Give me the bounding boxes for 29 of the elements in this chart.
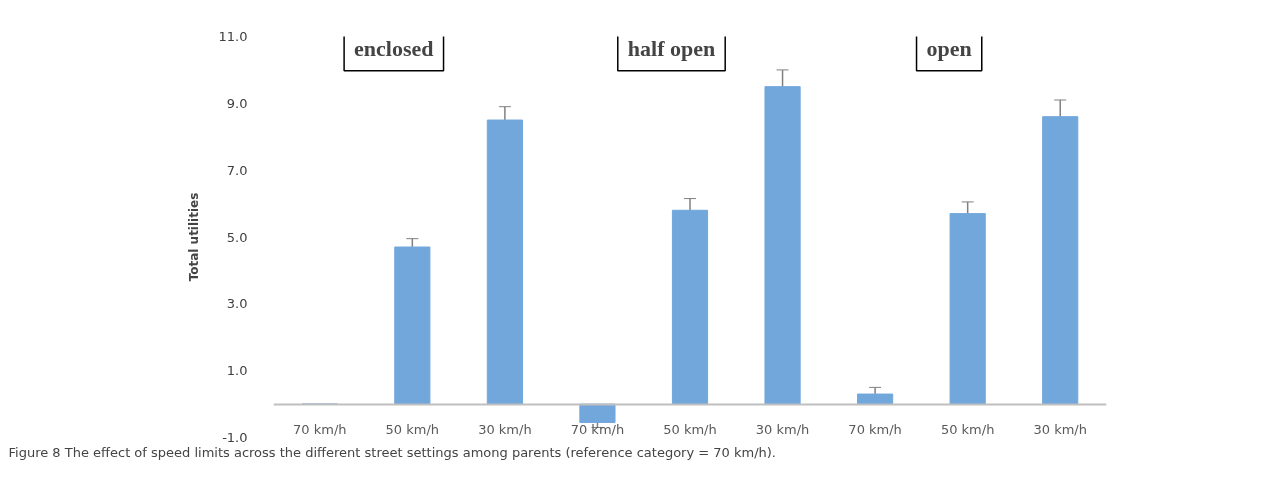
annotation: open [926,35,972,61]
x-tick-label: 70 km/h [293,422,347,438]
y-tick-label: 9.0 [226,95,248,111]
y-tick-label: 5.0 [226,229,248,245]
x-tick-label: 50 km/h [940,422,995,438]
annotation: half open [627,35,716,61]
bar [949,213,986,405]
annotation: enclosed [354,35,434,61]
y-axis-title: Total utilities [186,192,201,282]
bar [1042,116,1079,405]
caption: Figure 8 The effect of speed limits across the different street settings among parents (reference category = 70 km/h). [8,444,776,460]
x-tick-label: 50 km/h [385,422,440,438]
bar [857,393,894,405]
bar [579,403,616,423]
x-tick-label: 70 km/h [848,422,902,438]
y-tick-label: -1.0 [222,430,248,445]
x-tick-label: 30 km/h [1033,422,1087,438]
x-tick-label: 50 km/h [663,422,717,438]
x-tick-label: 30 km/h [755,422,810,438]
y-tick-label: 11.0 [218,29,248,44]
y-tick-label: 7.0 [226,162,248,178]
y-tick-label: 1.0 [226,363,248,379]
bar [671,209,709,405]
x-tick-label: 30 km/h [478,422,532,438]
x-tick-label: 70 km/h [570,422,625,438]
bar [764,86,801,405]
y-tick-label: 3.0 [226,296,248,312]
bar [394,246,431,405]
bar [486,119,523,405]
